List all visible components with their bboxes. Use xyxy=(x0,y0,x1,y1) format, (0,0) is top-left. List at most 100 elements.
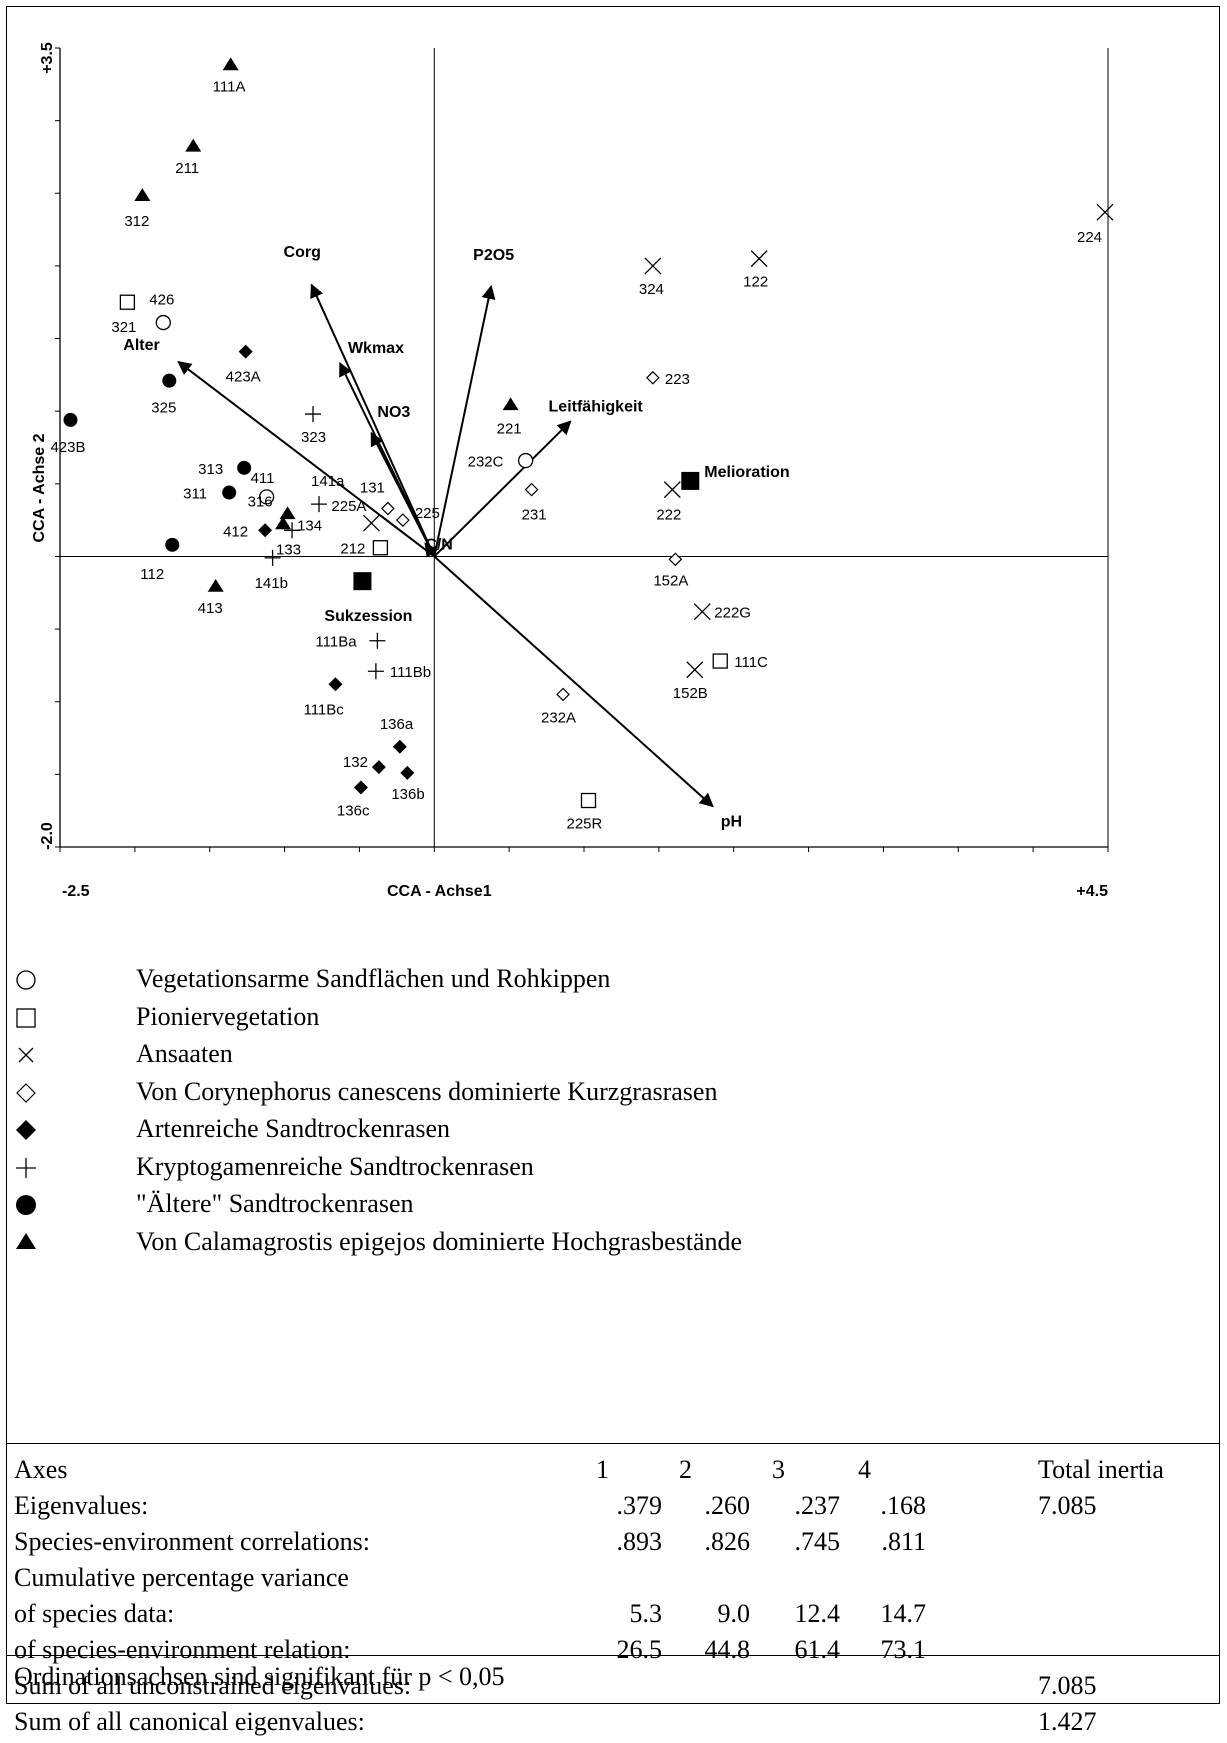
point-label: 426 xyxy=(149,292,174,309)
legend-symbol xyxy=(16,1232,36,1249)
correlation-1: .893 xyxy=(616,1527,663,1556)
significance-note: Ordinationsachsen sind signifikant für p… xyxy=(14,1662,505,1691)
axes-header-label: Axes xyxy=(14,1455,68,1484)
x-tick-label-max: +4.5 xyxy=(1076,883,1108,900)
legend-text: "Ältere" Sandtrockenrasen xyxy=(136,1189,414,1218)
data-point xyxy=(222,485,237,500)
point-label: 152A xyxy=(653,572,688,589)
data-point xyxy=(371,760,386,775)
species-data-1: 5.3 xyxy=(629,1599,663,1628)
species-env-label: of species-environment relation: xyxy=(14,1635,351,1664)
legend-symbol xyxy=(18,1047,34,1063)
centroid-label: Sukzession xyxy=(324,608,412,625)
unconstrained-total: 7.085 xyxy=(1038,1671,1097,1700)
y-axis-title: CCA - Achse 2 xyxy=(31,433,48,542)
species-env-4: 73.1 xyxy=(880,1635,927,1664)
data-point xyxy=(686,661,704,679)
point-label: 411 xyxy=(251,470,275,487)
eigenvalues-label: Eigenvalues: xyxy=(14,1491,149,1520)
data-point xyxy=(556,687,570,702)
eigenvalue-3: .237 xyxy=(794,1491,841,1520)
legend-text: Von Calamagrostis epigejos dominierte Ho… xyxy=(136,1226,743,1256)
correlations-row: Species-environment correlations: .893 .… xyxy=(14,1527,1214,1563)
data-point xyxy=(367,663,384,680)
point-label: 412 xyxy=(223,523,248,540)
environment-arrow xyxy=(177,360,435,558)
point-label: 132 xyxy=(343,754,368,771)
data-point xyxy=(381,501,395,516)
data-point xyxy=(668,552,683,567)
data-point xyxy=(305,406,322,423)
point-label: 225R xyxy=(566,816,602,833)
label-layer: 426 411 232C 321 212 111C 225R 224 324 122 222 222G… xyxy=(50,78,1102,832)
point-label: 313 xyxy=(198,461,223,478)
canonical-label: Sum of all canonical eigenvalues: xyxy=(14,1707,365,1736)
data-point xyxy=(155,314,171,331)
environment-arrow-label: Alter xyxy=(123,337,159,354)
legend-text: Vegetationsarme Sandflächen und Rohkippe… xyxy=(136,964,611,993)
point-label: 111Bb xyxy=(390,664,431,681)
point-label: 211 xyxy=(175,160,199,177)
data-point xyxy=(353,780,368,795)
data-point xyxy=(646,370,660,385)
point-label: 136b xyxy=(391,786,424,803)
point-label: 212 xyxy=(340,541,365,558)
data-point xyxy=(284,522,301,539)
point-label: 111A xyxy=(213,78,246,95)
divider-top xyxy=(6,1443,1220,1444)
legend-symbol xyxy=(16,1007,36,1028)
point-label: 232A xyxy=(541,709,576,726)
data-point xyxy=(279,506,296,520)
environment-arrow xyxy=(433,284,496,557)
arrow-layer: Alter Corg Wkmax NO3 C/N P2O5 Leitfähigkeit pH xyxy=(123,244,742,831)
species-env-row: of species-environment relation: 26.5 44… xyxy=(14,1635,1214,1671)
correlation-3: .745 xyxy=(794,1527,841,1556)
x-axis-title: CCA - Achse1 xyxy=(387,883,492,900)
data-point xyxy=(328,677,343,692)
point-label: 324 xyxy=(639,281,664,298)
point-label: 131 xyxy=(360,480,385,497)
species-data-3: 12.4 xyxy=(794,1599,841,1628)
cumulative-label-row: Cumulative percentage variance xyxy=(14,1563,1214,1599)
data-point xyxy=(258,489,275,505)
cca-ordination-chart: -2.5 +4.5 CCA - Achse1 +3.5 -2.0 CCA - Achse … xyxy=(31,42,1114,900)
axis-1-header: 1 xyxy=(596,1455,609,1484)
point-label: 423A xyxy=(226,369,261,386)
point-label: 413 xyxy=(198,600,223,617)
data-point xyxy=(1096,203,1114,221)
data-point xyxy=(16,1157,36,1178)
data-point xyxy=(63,412,78,427)
legend-symbol xyxy=(16,1082,36,1103)
legend-symbol xyxy=(16,1120,36,1140)
divider-note xyxy=(6,1655,1220,1656)
point-label: 323 xyxy=(301,429,326,446)
data-point xyxy=(750,250,768,268)
environment-arrow xyxy=(424,542,439,558)
point-label: 312 xyxy=(124,213,149,230)
environment-arrow xyxy=(370,431,436,557)
environment-arrow-label: Wkmax xyxy=(348,340,404,357)
data-point xyxy=(238,344,253,359)
point-label: 231 xyxy=(522,507,547,524)
species-env-1: 26.5 xyxy=(616,1635,663,1664)
point-label: 152B xyxy=(673,685,708,702)
eigenvalue-4: .168 xyxy=(880,1491,927,1520)
legend-symbol xyxy=(16,1157,36,1178)
point-label: 221 xyxy=(497,420,522,437)
point-label: 222 xyxy=(656,507,681,524)
unconstrained-label: Sum of all unconstrained eigenvalues: xyxy=(14,1671,412,1700)
point-label: 225A xyxy=(331,498,366,515)
legend-text: Pioniervegetation xyxy=(136,1001,320,1031)
data-point xyxy=(119,294,136,310)
legend-text: Ansaaten xyxy=(136,1039,233,1068)
data-point xyxy=(258,523,273,538)
unconstrained-row: Sum of all unconstrained eigenvalues: 7.… xyxy=(14,1671,1214,1707)
data-point xyxy=(185,138,202,152)
correlations-label: Species-environment correlations: xyxy=(14,1527,370,1556)
point-label: 141a xyxy=(311,473,345,490)
figure-frame xyxy=(6,6,1220,1704)
data-point xyxy=(18,1047,34,1063)
environment-arrow-label: pH xyxy=(721,813,742,830)
total-inertia-header: Total inertia xyxy=(1038,1455,1164,1484)
correlation-4: .811 xyxy=(881,1527,926,1556)
